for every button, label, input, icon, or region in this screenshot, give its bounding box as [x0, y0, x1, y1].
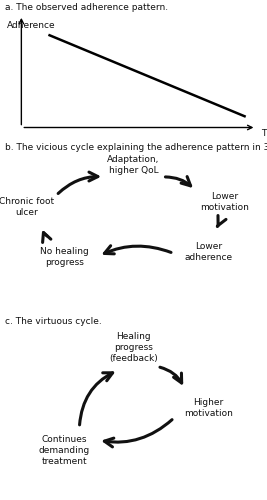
Text: No healing
progress: No healing progress — [40, 247, 88, 268]
Text: a. The observed adherence pattern.: a. The observed adherence pattern. — [5, 2, 168, 12]
Text: Healing
progress
(feedback): Healing progress (feedback) — [109, 332, 158, 363]
Text: Chronic foot
ulcer: Chronic foot ulcer — [0, 197, 54, 217]
Text: Lower
adherence: Lower adherence — [184, 242, 232, 262]
Text: b. The vicious cycle explaining the adherence pattern in 3a.: b. The vicious cycle explaining the adhe… — [5, 142, 267, 152]
Text: Higher
motivation: Higher motivation — [184, 398, 233, 418]
Text: Adherence: Adherence — [7, 20, 56, 30]
Text: c. The virtuous cycle.: c. The virtuous cycle. — [5, 318, 102, 326]
Text: Lower
motivation: Lower motivation — [200, 192, 249, 212]
Text: Time: Time — [261, 128, 267, 138]
Text: Adaptation,
higher QoL: Adaptation, higher QoL — [107, 155, 160, 175]
Text: Continues
demanding
treatment: Continues demanding treatment — [38, 434, 90, 466]
